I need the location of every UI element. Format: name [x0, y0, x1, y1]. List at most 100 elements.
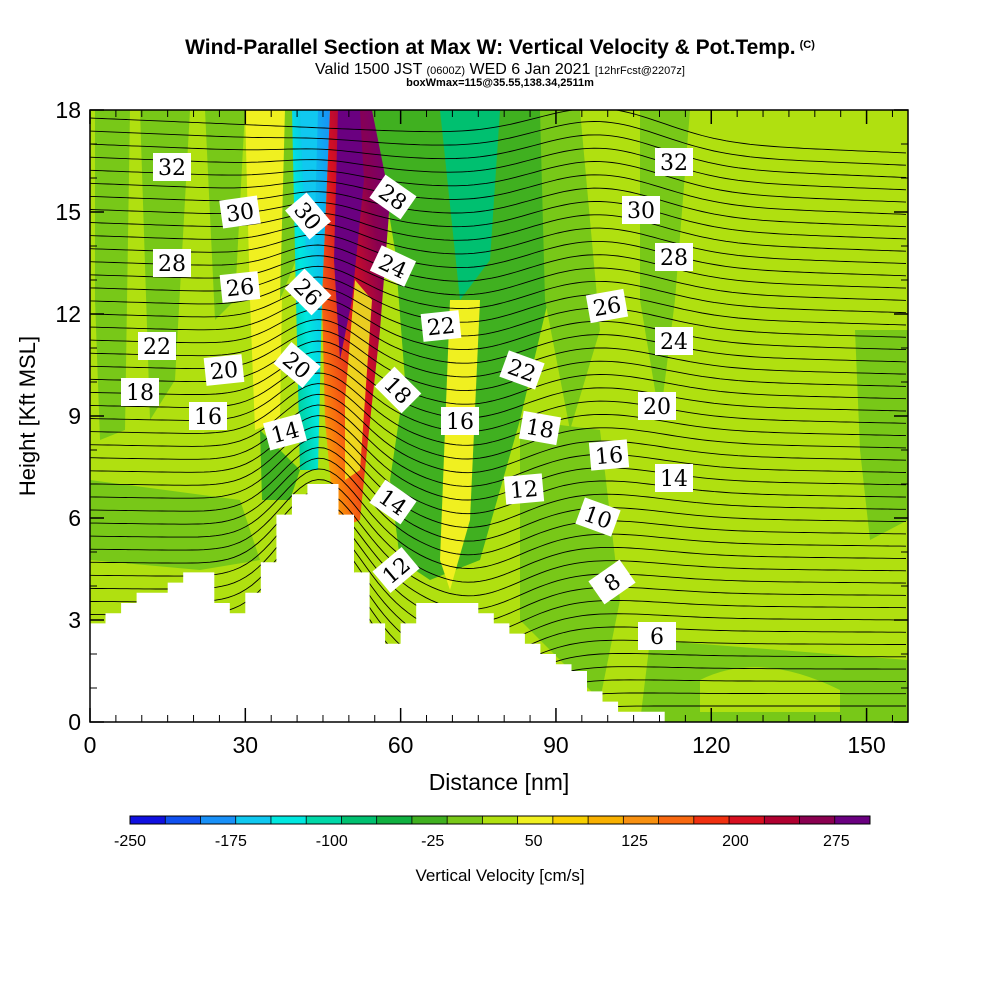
chart-title: Wind-Parallel Section at Max W: Vertical…: [185, 36, 815, 59]
contour-label: 32: [655, 148, 693, 176]
velocity-region: [90, 480, 260, 570]
colorbar-swatch: [764, 816, 801, 824]
contour-label: 24: [655, 327, 693, 355]
contour-label-bg: [153, 249, 191, 277]
contour-label: 28: [655, 243, 693, 271]
y-axis-label: Height [Kft MSL]: [15, 336, 40, 496]
y-tick-label: 0: [68, 709, 81, 735]
colorbar-swatch: [517, 816, 554, 824]
theta-contour-line: [90, 244, 907, 289]
contour-label-text: 14: [660, 467, 688, 492]
theta-contour-line: [90, 393, 907, 474]
contour-label: 22: [420, 310, 462, 342]
velocity-region: [520, 420, 620, 700]
contour-label-bg: [518, 410, 562, 446]
contour-label-bg: [153, 153, 191, 181]
contour-label: 32: [153, 153, 191, 181]
contour-label: 18: [518, 410, 562, 446]
contour-label-text: 18: [524, 415, 556, 444]
contour-label: 22: [138, 332, 176, 360]
contour-label-text: 24: [660, 330, 688, 355]
colorbar-swatch: [376, 816, 413, 824]
colorbar-swatch: [799, 816, 836, 824]
colorbar-swatch: [130, 816, 166, 824]
contour-label: 30: [219, 195, 261, 229]
contour-label-bg: [638, 392, 676, 420]
theta-contour-line: [90, 479, 907, 583]
contour-label-bg: [285, 192, 331, 240]
y-tick-label: 6: [68, 505, 81, 531]
colorbar-tick-label: 125: [621, 833, 648, 850]
contour-label-bg: [575, 497, 621, 537]
contour-label-text: 30: [225, 199, 256, 228]
chart-subtitle: Valid 1500 JST (0600Z) WED 6 Jan 2021 [1…: [315, 61, 685, 78]
colorbar-swatch: [341, 816, 378, 824]
contour-label: 20: [638, 392, 676, 420]
contour-label-bg: [189, 402, 227, 430]
contour-label-bg: [219, 195, 261, 229]
axes: 0 30 60 90 120 150 0 3 6 9 12 15 18 Distance [nm] Heig…: [15, 97, 908, 795]
contour-label: 16: [189, 402, 227, 430]
contour-label-text: 22: [426, 314, 456, 342]
contour-label-text: 20: [209, 358, 239, 386]
theta-contour-line: [90, 319, 907, 378]
contour-label: 16: [441, 407, 479, 435]
contour-label-bg: [284, 268, 332, 316]
contour-label-bg: [503, 473, 545, 505]
contour-label-text: 26: [591, 293, 623, 322]
contour-label: 28: [153, 249, 191, 277]
contour-label-text: 28: [158, 252, 186, 277]
contour-label: 18: [374, 366, 422, 414]
contour-label-text: 28: [660, 246, 688, 271]
velocity-region: [440, 110, 500, 300]
theta-contour-line: [90, 415, 907, 501]
contour-label-bg: [372, 547, 420, 593]
velocity-region: [245, 110, 285, 430]
colorbar-swatch: [447, 816, 483, 824]
contour-label-text: 26: [225, 275, 255, 303]
theta-contour-line: [90, 110, 907, 154]
contour-label-bg: [638, 622, 676, 650]
colorbar-swatch: [482, 816, 519, 824]
contour-label-bg: [655, 464, 693, 492]
x-tick-label: 120: [692, 732, 730, 758]
contour-label: 16: [588, 439, 630, 471]
contour-label-bg: [374, 366, 422, 414]
colorbar-tick-label: -100: [316, 833, 348, 850]
theta-contour-line: [90, 351, 907, 419]
colorbar-swatch: [693, 816, 730, 824]
contour-label: 30: [622, 196, 660, 224]
colorbar-swatch: [834, 816, 871, 824]
theta-contour-line: [90, 174, 907, 215]
contour-label: 14: [655, 464, 693, 492]
contour-label-bg: [588, 439, 630, 471]
y-tick-label: 15: [55, 199, 81, 225]
contour-label-bg: [121, 378, 159, 406]
contour-label-bg: [585, 288, 629, 324]
colorbar-swatch: [306, 816, 342, 824]
theta-contour-line: [90, 287, 907, 338]
colorbar-swatch: [200, 816, 237, 824]
chart-boxinfo: boxWmax=115@35.55,138.34,2511m: [406, 77, 594, 89]
colorbar-label: Vertical Velocity [cm/s]: [415, 866, 584, 885]
contour-label-text: 6: [650, 625, 664, 650]
contour-label-bg: [441, 407, 479, 435]
colorbar-swatch: [588, 816, 624, 824]
velocity-region: [690, 110, 908, 300]
y-tick-label: 18: [55, 97, 81, 123]
theta-contour-line: [90, 276, 907, 326]
contour-label-bg: [655, 148, 693, 176]
contour-label: 18: [121, 378, 159, 406]
theta-contour-line: [90, 134, 907, 178]
contour-label-text: 22: [143, 335, 171, 360]
contour-label-bg: [369, 174, 417, 220]
y-tick-label: 9: [68, 403, 81, 429]
contour-label-text: 12: [509, 477, 539, 504]
colorbar-tick-label: -250: [114, 833, 146, 850]
colorbar-swatch: [270, 816, 307, 824]
contour-label-bg: [369, 479, 417, 525]
contour-label: 20: [203, 354, 245, 386]
terrain: [90, 484, 665, 722]
colorbar-swatch: [552, 816, 589, 824]
